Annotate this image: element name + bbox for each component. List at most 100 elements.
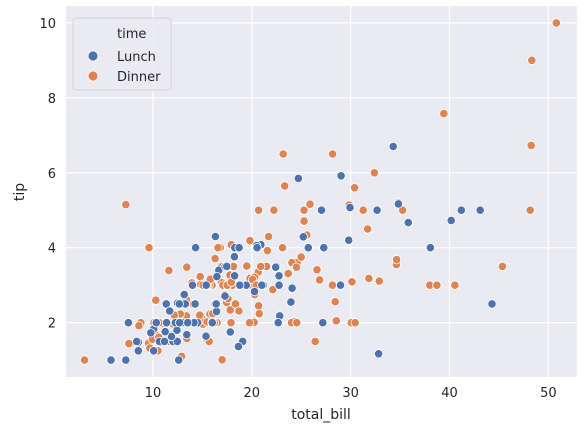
point-dinner	[314, 275, 325, 285]
point-dinner	[350, 318, 360, 328]
point-dinner	[254, 205, 264, 215]
point-dinner	[391, 255, 402, 265]
point-lunch	[233, 341, 243, 352]
legend-marker-lunch	[87, 50, 99, 62]
point-lunch	[159, 336, 170, 346]
point-dinner	[432, 280, 442, 290]
point-dinner	[364, 273, 374, 283]
point-lunch	[160, 327, 170, 337]
point-lunch	[222, 261, 232, 271]
y-tick-label: 8	[48, 92, 56, 107]
point-lunch	[298, 232, 308, 242]
point-dinner	[245, 236, 255, 246]
legend-marker-dinner	[87, 70, 99, 82]
point-lunch	[393, 199, 403, 209]
point-lunch	[172, 336, 182, 346]
point-lunch	[162, 318, 172, 328]
point-lunch	[201, 331, 211, 341]
point-dinner	[551, 18, 561, 28]
point-dinner	[327, 280, 337, 290]
point-lunch	[293, 173, 303, 183]
point-lunch	[174, 299, 184, 309]
point-lunch	[388, 141, 398, 152]
point-dinner	[79, 355, 90, 365]
point-dinner	[283, 268, 293, 279]
legend-label-dinner: Dinner	[117, 70, 161, 85]
point-lunch	[271, 262, 281, 272]
point-dinner	[296, 252, 306, 262]
point-dinner	[121, 200, 131, 210]
point-dinner	[256, 261, 266, 271]
y-tick-label: 4	[48, 242, 56, 257]
point-lunch	[212, 271, 222, 282]
point-lunch	[274, 271, 284, 281]
point-dinner	[310, 336, 320, 346]
point-lunch	[190, 299, 200, 309]
point-dinner	[299, 216, 309, 226]
point-lunch	[249, 286, 260, 297]
point-lunch	[201, 280, 211, 290]
point-dinner	[124, 338, 134, 349]
point-dinner	[242, 261, 252, 271]
point-dinner	[182, 262, 192, 272]
point-dinner	[330, 297, 340, 307]
y-tick-label: 6	[48, 167, 56, 182]
point-dinner	[358, 205, 368, 215]
point-lunch	[373, 349, 384, 359]
point-dinner	[349, 183, 360, 193]
point-dinner	[497, 261, 507, 271]
point-lunch	[151, 318, 161, 328]
point-lunch	[179, 289, 189, 300]
point-lunch	[174, 355, 184, 365]
point-dinner	[151, 295, 161, 305]
point-dinner	[217, 355, 227, 365]
point-dinner	[331, 316, 341, 326]
point-dinner	[374, 276, 384, 286]
point-dinner	[195, 310, 205, 320]
point-lunch	[487, 299, 497, 309]
point-dinner	[164, 265, 174, 276]
point-dinner	[134, 321, 144, 331]
point-lunch	[175, 318, 185, 328]
point-dinner	[234, 306, 244, 316]
point-lunch	[165, 306, 175, 316]
point-lunch	[225, 327, 235, 337]
x-tick-label: 10	[145, 386, 162, 401]
point-lunch	[149, 346, 159, 356]
point-lunch	[303, 243, 313, 253]
point-lunch	[475, 205, 485, 215]
point-lunch	[106, 355, 116, 365]
point-lunch	[335, 280, 346, 290]
point-lunch	[273, 318, 283, 328]
point-lunch	[456, 205, 466, 215]
x-tick-label: 20	[244, 386, 261, 401]
point-lunch	[229, 252, 239, 262]
point-dinner	[525, 205, 535, 215]
point-lunch	[446, 215, 456, 225]
point-dinner	[244, 318, 255, 328]
y-axis-label: tip	[12, 183, 28, 201]
point-lunch	[252, 243, 262, 253]
point-dinner	[262, 246, 272, 256]
point-dinner	[226, 318, 236, 328]
point-dinner	[195, 271, 205, 282]
legend-box	[72, 17, 172, 91]
point-dinner	[213, 243, 223, 253]
point-dinner	[305, 199, 315, 209]
point-dinner	[312, 265, 322, 275]
point-dinner	[210, 254, 220, 264]
point-lunch	[234, 243, 244, 253]
point-lunch	[319, 243, 329, 253]
point-lunch	[211, 299, 221, 309]
legend-label-lunch: Lunch	[117, 50, 156, 65]
point-lunch	[286, 297, 296, 307]
point-lunch	[146, 328, 156, 338]
point-lunch	[403, 218, 413, 228]
point-dinner	[280, 181, 290, 191]
point-lunch	[230, 271, 240, 281]
point-dinner	[254, 301, 264, 311]
point-dinner	[269, 205, 279, 215]
point-dinner	[526, 140, 536, 150]
point-dinner	[277, 243, 288, 253]
point-lunch	[121, 355, 131, 365]
